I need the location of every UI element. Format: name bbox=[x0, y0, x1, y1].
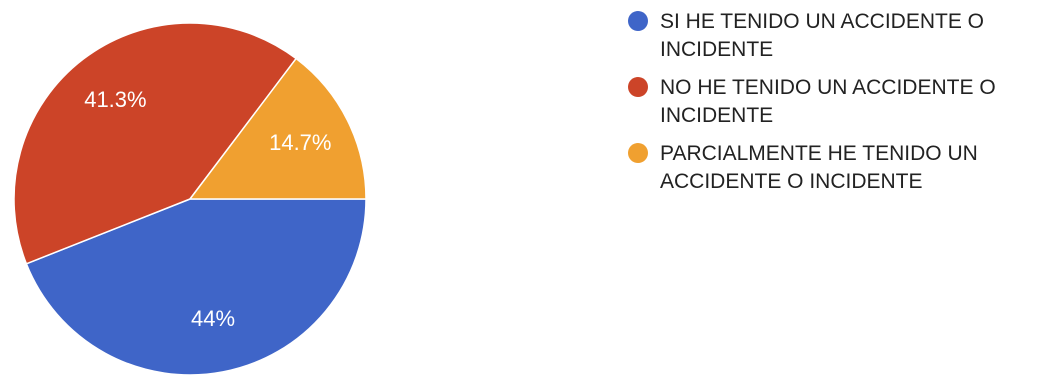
legend-item-si[interactable]: SI HE TENIDO UN ACCIDENTE O INCIDENTE bbox=[628, 8, 1043, 64]
pie-chart: 44% 41.3% 14.7% bbox=[13, 22, 367, 376]
slice-label-no: 41.3% bbox=[84, 87, 146, 112]
pie-slice-no[interactable] bbox=[13, 22, 298, 265]
legend-item-parcialmente[interactable]: PARCIALMENTE HE TENIDO UN ACCIDENTE O IN… bbox=[628, 140, 1043, 196]
legend-label-parcialmente: PARCIALMENTE HE TENIDO UN ACCIDENTE O IN… bbox=[660, 142, 978, 193]
legend-label-si: SI HE TENIDO UN ACCIDENTE O INCIDENTE bbox=[660, 10, 984, 61]
legend-swatch-no bbox=[628, 77, 648, 97]
pie-slice-parcialmente[interactable] bbox=[188, 57, 367, 200]
legend-swatch-si bbox=[628, 11, 648, 31]
slice-label-parcialmente: 14.7% bbox=[269, 130, 331, 155]
legend-swatch-parcialmente bbox=[628, 143, 648, 163]
legend-label-no: NO HE TENIDO UN ACCIDENTE O INCIDENTE bbox=[660, 76, 996, 127]
slice-label-si: 44% bbox=[191, 306, 235, 331]
pie-slice-si[interactable] bbox=[25, 198, 367, 376]
legend-item-no[interactable]: NO HE TENIDO UN ACCIDENTE O INCIDENTE bbox=[628, 74, 1043, 130]
legend: SI HE TENIDO UN ACCIDENTE O INCIDENTE NO… bbox=[628, 8, 1043, 206]
